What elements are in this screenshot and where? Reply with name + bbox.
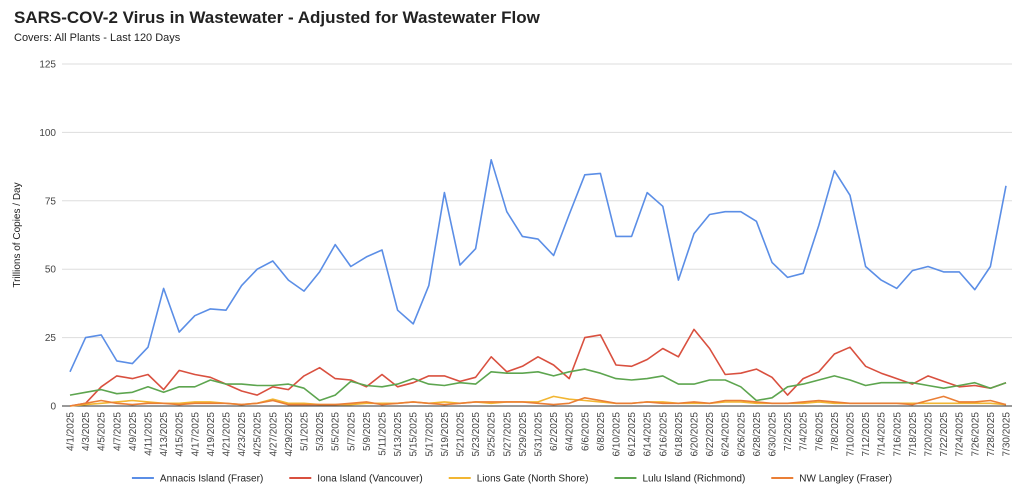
series-line <box>69 328 1007 407</box>
x-tick-label: 7/2/2025 <box>783 412 794 451</box>
series-line <box>69 368 1007 402</box>
series-line <box>69 395 1007 407</box>
x-tick-label: 7/18/2025 <box>908 412 919 457</box>
x-tick-label: 7/12/2025 <box>861 412 872 457</box>
x-tick-label: 6/22/2025 <box>705 412 716 457</box>
x-tick-label: 4/5/2025 <box>97 412 108 451</box>
x-tick-label: 5/3/2025 <box>315 412 326 451</box>
legend-label: Annacis Island (Fraser) <box>160 474 263 485</box>
chart-title: SARS-COV-2 Virus in Wastewater - Adjuste… <box>14 8 541 27</box>
legend-label: Iona Island (Vancouver) <box>317 474 422 485</box>
y-tick-label: 100 <box>39 128 56 139</box>
x-tick-label: 5/29/2025 <box>518 412 529 457</box>
x-tick-label: 7/20/2025 <box>924 412 935 457</box>
series-line <box>69 395 1007 407</box>
x-tick-label: 5/1/2025 <box>300 412 311 451</box>
x-tick-label: 4/27/2025 <box>268 412 279 457</box>
y-tick-label: 50 <box>45 265 57 276</box>
x-tick-label: 4/25/2025 <box>253 412 264 457</box>
x-tick-label: 6/16/2025 <box>658 412 669 457</box>
x-tick-label: 7/28/2025 <box>986 412 997 457</box>
x-tick-label: 7/30/2025 <box>1002 412 1013 457</box>
legend-label: Lions Gate (North Shore) <box>477 474 589 485</box>
x-tick-label: 4/29/2025 <box>284 412 295 457</box>
x-tick-label: 7/16/2025 <box>892 412 903 457</box>
x-tick-label: 6/2/2025 <box>549 412 560 451</box>
legend: Annacis Island (Fraser) Iona Island (Vanc… <box>131 474 892 485</box>
x-tick-label: 5/15/2025 <box>409 412 420 457</box>
x-tick-label: 7/26/2025 <box>970 412 981 457</box>
series-line <box>69 159 1007 373</box>
x-tick-label: 7/4/2025 <box>799 412 810 451</box>
x-tick-label: 5/31/2025 <box>534 412 545 457</box>
y-tick-label: 0 <box>50 402 56 413</box>
x-tick-label: 4/19/2025 <box>206 412 217 457</box>
legend-label: Lulu Island (Richmond) <box>642 474 745 485</box>
x-tick-label: 6/4/2025 <box>565 412 576 451</box>
y-axis-label: Trillions of Copies / Day <box>12 182 23 287</box>
x-tick-label: 6/24/2025 <box>721 412 732 457</box>
x-tick-label: 4/15/2025 <box>175 412 186 457</box>
x-tick-label: 7/24/2025 <box>955 412 966 457</box>
x-tick-label: 4/7/2025 <box>112 412 123 451</box>
y-tick-label: 125 <box>39 60 56 71</box>
x-tick-label: 4/9/2025 <box>128 412 139 451</box>
x-tick-label: 5/27/2025 <box>502 412 513 457</box>
y-tick-label: 75 <box>45 196 57 207</box>
x-tick-label: 6/14/2025 <box>643 412 654 457</box>
x-tick-label: 5/23/2025 <box>471 412 482 457</box>
x-tick-label: 6/12/2025 <box>627 412 638 457</box>
x-tick-label: 6/28/2025 <box>752 412 763 457</box>
x-tick-label: 5/13/2025 <box>393 412 404 457</box>
x-tick-label: 6/26/2025 <box>736 412 747 457</box>
x-tick-label: 7/6/2025 <box>814 412 825 451</box>
y-tick-label: 25 <box>45 333 57 344</box>
x-tick-label: 4/23/2025 <box>237 412 248 457</box>
x-tick-label: 6/30/2025 <box>768 412 779 457</box>
x-tick-label: 6/20/2025 <box>690 412 701 457</box>
chart-subtitle: Covers: All Plants - Last 120 Days <box>14 32 181 44</box>
x-tick-label: 5/9/2025 <box>362 412 373 451</box>
x-tick-label: 5/19/2025 <box>440 412 451 457</box>
x-tick-label: 4/1/2025 <box>66 412 77 451</box>
x-tick-label: 7/10/2025 <box>846 412 857 457</box>
x-tick-label: 5/11/2025 <box>378 412 389 456</box>
x-tick-label: 7/22/2025 <box>939 412 950 457</box>
x-tick-label: 6/6/2025 <box>580 412 591 451</box>
x-tick-label: 5/5/2025 <box>331 412 342 451</box>
legend-label: NW Langley (Fraser) <box>799 474 892 485</box>
x-tick-label: 4/21/2025 <box>222 412 233 457</box>
x-tick-label: 5/17/2025 <box>424 412 435 457</box>
x-tick-label: 6/18/2025 <box>674 412 685 457</box>
x-tick-label: 4/11/2025 <box>144 412 155 456</box>
x-tick-label: 7/14/2025 <box>877 412 888 457</box>
x-tick-label: 7/8/2025 <box>830 412 841 451</box>
x-tick-label: 4/13/2025 <box>159 412 170 457</box>
x-tick-label: 4/17/2025 <box>190 412 201 457</box>
x-tick-label: 5/25/2025 <box>487 412 498 457</box>
x-tick-label: 5/21/2025 <box>456 412 467 457</box>
x-tick-label: 4/3/2025 <box>81 412 92 451</box>
x-tick-label: 5/7/2025 <box>346 412 357 451</box>
x-tick-label: 6/10/2025 <box>612 412 623 457</box>
x-tick-label: 6/8/2025 <box>596 412 607 451</box>
